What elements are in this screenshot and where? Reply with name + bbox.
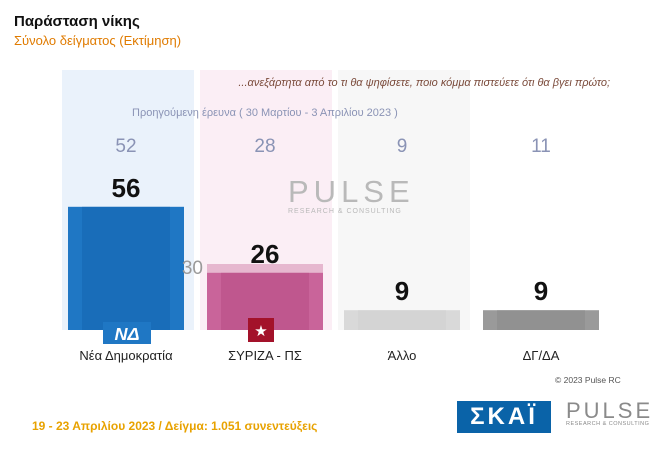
- column-background: [338, 70, 470, 330]
- value-label: 9: [534, 276, 548, 306]
- syriza-logo: [248, 318, 274, 342]
- previous-value-label: 52: [115, 136, 136, 157]
- pulse-logo-tagline: RESEARCH & CONSULTING: [566, 421, 650, 427]
- category-label: ΔΓ/ΔΑ: [523, 348, 560, 363]
- skai-logo: ΣΚΑΪ: [457, 401, 551, 433]
- chart-subtitle: Σύνολο δείγματος (Εκτίμηση): [14, 33, 182, 48]
- value-label: 56: [112, 173, 141, 203]
- value-label: 26: [251, 239, 280, 269]
- previous-value-label: 11: [531, 136, 551, 157]
- pulse-logo: PULSE RESEARCH & CONSULTING: [566, 398, 653, 427]
- bar-inner-shade: [358, 310, 446, 330]
- chart-title: Παράσταση νίκης: [14, 13, 140, 30]
- previous-value-label: 28: [254, 136, 275, 157]
- watermark-tagline: RESEARCH & CONSULTING: [288, 208, 402, 215]
- bar-inner-shade: [82, 206, 170, 330]
- category-label: Νέα Δημοκρατία: [79, 348, 173, 363]
- copyright-source: © 2023 Pulse RC: [555, 375, 621, 385]
- previous-value-label: 9: [397, 136, 408, 157]
- syriza-star-icon: ★: [254, 322, 267, 340]
- column-background: [476, 70, 608, 330]
- survey-footer: 19 - 23 Απριλίου 2023 / Δείγμα: 1.051 συ…: [32, 419, 318, 433]
- nd-logo: [103, 322, 151, 344]
- category-label: ΣΥΡΙΖΑ - ΠΣ: [228, 348, 302, 363]
- category-label: Άλλο: [388, 348, 417, 363]
- value-label: 9: [395, 276, 409, 306]
- watermark-name: PULSE: [288, 174, 415, 209]
- previous-survey-label: Προηγούμενη έρευνα ( 30 Μαρτίου - 3 Απρι…: [132, 107, 398, 119]
- bar-inner-shade: [497, 310, 585, 330]
- nd-logo-text: ΝΔ: [114, 324, 139, 344]
- survey-question: ...ανεξάρτητα από το τι θα ψηφίσετε, ποι…: [238, 77, 610, 89]
- previous-bar-value-label: 30: [182, 258, 203, 279]
- pulse-logo-name: PULSE: [566, 398, 654, 423]
- pulse-watermark: PULSE RESEARCH & CONSULTING: [288, 174, 415, 215]
